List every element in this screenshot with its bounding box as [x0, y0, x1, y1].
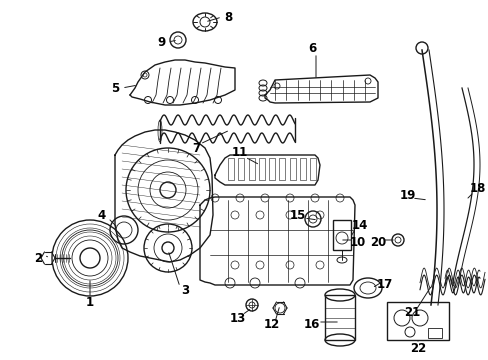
Text: 3: 3 [181, 284, 189, 297]
Text: 13: 13 [229, 311, 245, 324]
Text: 15: 15 [289, 208, 305, 221]
Text: 14: 14 [351, 219, 367, 231]
Text: 9: 9 [158, 36, 166, 49]
Text: 2: 2 [34, 252, 42, 265]
Bar [332, 220, 350, 250]
Bar [309, 158, 315, 180]
Bar [238, 158, 244, 180]
Text: 22: 22 [409, 342, 425, 355]
Text: 21: 21 [403, 306, 419, 319]
Bar [386, 302, 448, 340]
Text: 10: 10 [349, 235, 366, 248]
Bar [258, 158, 264, 180]
Text: 12: 12 [264, 319, 280, 332]
Text: 8: 8 [224, 10, 232, 23]
Text: 7: 7 [192, 141, 200, 154]
Text: 17: 17 [376, 279, 392, 292]
Text: 4: 4 [98, 208, 106, 221]
Bar [268, 158, 274, 180]
Bar [427, 328, 441, 338]
Text: 16: 16 [303, 319, 320, 332]
Text: 19: 19 [399, 189, 415, 202]
Text: 1: 1 [86, 296, 94, 309]
Text: 5: 5 [111, 81, 119, 95]
Text: 11: 11 [231, 145, 247, 158]
Bar [279, 158, 285, 180]
Bar [289, 158, 295, 180]
Bar [299, 158, 305, 180]
Text: 18: 18 [469, 181, 485, 194]
Bar [325, 295, 354, 340]
Text: 20: 20 [369, 235, 386, 248]
Text: 6: 6 [307, 41, 315, 54]
Bar [248, 158, 254, 180]
Bar [227, 158, 234, 180]
